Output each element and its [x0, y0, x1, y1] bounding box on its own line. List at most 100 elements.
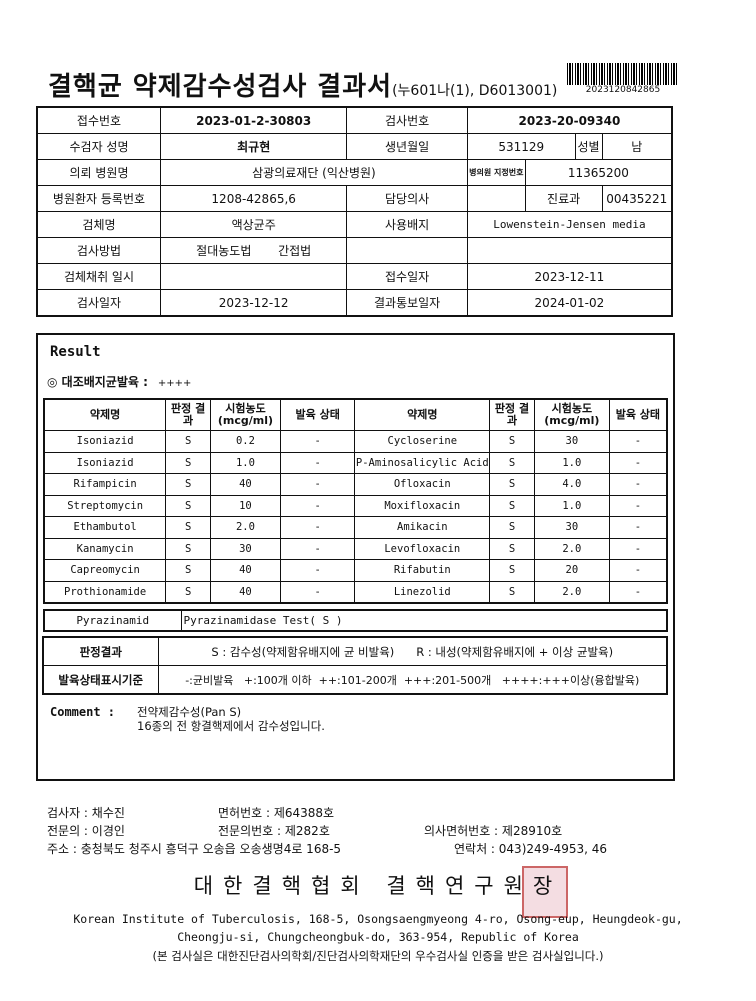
growth-status: - [608, 430, 668, 453]
growth-std-label: 발육상태표시기준 [42, 665, 159, 695]
method-1: 절대농도법 [196, 244, 252, 258]
birth-date: 531129 [466, 133, 576, 160]
patient-info-table: 접수번호 2023-01-2-30803 검사번호 2023-20-09340 수검자… [36, 106, 673, 317]
drug-name: Ofloxacin [354, 473, 491, 496]
judgement: S [489, 580, 535, 604]
pza-value: Pyrazinamidase Test( S ) [180, 609, 668, 632]
drug-name: Cycloserine [354, 430, 491, 453]
judgement: S [489, 494, 535, 517]
received-date: 2023-12-11 [466, 263, 673, 290]
concentration: 0.2 [210, 430, 281, 453]
growth-status: - [608, 494, 668, 517]
column-header: 약제명 [43, 398, 167, 431]
english-address-1: Korean Institute of Tuberculosis, 168-5,… [73, 912, 683, 926]
growth-status: - [279, 473, 356, 496]
drug-name: Isoniazid [43, 451, 167, 474]
label: 결과통보일자 [346, 289, 468, 317]
judgement: S [489, 430, 535, 453]
judge-label: 판정결과 [42, 636, 159, 666]
test-date: 2023-12-12 [159, 289, 348, 317]
concentration: 10 [210, 494, 281, 517]
table-row: Kanamycin S 30- Levofloxacin S 2.0- [43, 537, 668, 560]
drug-name: Prothionamide [43, 580, 167, 604]
patient-number: 1208-42865,6 [159, 185, 348, 212]
growth-status: - [279, 451, 356, 474]
address: 주소 : 충청북도 청주시 흥덕구 오송읍 오송생명4로 168-5 [47, 842, 342, 856]
patient-name: 최규현 [159, 133, 348, 160]
growth-status: - [608, 580, 668, 604]
drug-name: P-Aminosalicylic Acid [354, 451, 491, 474]
empty [346, 237, 468, 264]
judge-criteria: S : 감수성(약제함유배지에 균 비발육) R : 내성(약제함유배지에 + … [157, 636, 668, 666]
barcode-number: 2023120842865 [585, 85, 661, 95]
drug-name: Ethambutol [43, 516, 167, 539]
result-heading: Result [50, 344, 101, 360]
judgement: S [165, 516, 211, 539]
resistant-def: R : 내성(약제함유배지에 + 이상 균발육) [416, 644, 614, 659]
pza-label: Pyrazinamid [43, 609, 182, 632]
judgement: S [165, 430, 211, 453]
concentration: 1.0 [533, 494, 610, 517]
table-row: Isoniazid S 0.2- Cycloserine S 30- [43, 430, 668, 453]
comment: Comment : [50, 705, 115, 719]
test-number: 2023-20-09340 [466, 106, 673, 134]
judgement: S [165, 537, 211, 560]
concentration: 2.0 [210, 516, 281, 539]
judgement: S [165, 559, 211, 582]
pyrazinamide-row: Pyrazinamid Pyrazinamidase Test( S ) [43, 609, 668, 632]
concentration: 2.0 [533, 580, 610, 604]
report-date: 2024-01-02 [466, 289, 673, 317]
form-code: (누601나(1), D6013001) [392, 83, 558, 99]
judgement: S [165, 580, 211, 604]
table-row: Rifampicin S 40- Ofloxacin S 4.0- [43, 473, 668, 496]
growth-status: - [279, 580, 356, 604]
drug-name: Moxifloxacin [354, 494, 491, 517]
judgement: S [165, 473, 211, 496]
label: 수검자 성명 [36, 133, 161, 160]
label: 병의원 지정번호 [466, 159, 526, 186]
judgement: S [165, 494, 211, 517]
label: 접수번호 [36, 106, 161, 134]
judgement: S [489, 516, 535, 539]
tester-license: 면허번호 : 제64388호 [218, 806, 335, 820]
drug-name: Linezolid [354, 580, 491, 604]
label: 담당의사 [346, 185, 468, 212]
drug-name: Levofloxacin [354, 537, 491, 560]
drug-susceptibility-table: 약제명 판정 결과 시험농도 (mcg/ml) 발육 상태 약제명 판정 결과 시험농도 (… [43, 398, 668, 604]
comment-line: 전약제감수성(Pan S) [137, 705, 242, 719]
drug-name: Rifabutin [354, 559, 491, 582]
judgement: S [489, 559, 535, 582]
doctor [466, 185, 526, 212]
empty [466, 237, 673, 264]
growth-status: - [608, 516, 668, 539]
organization-name: 대한결핵협회 결핵연구원장 [193, 874, 563, 898]
table-row: Isoniazid S 1.0- P-Aminosalicylic Acid S 1.0- [43, 451, 668, 474]
barcode [567, 63, 679, 85]
concentration: 4.0 [533, 473, 610, 496]
control-growth-value: ++++ [157, 378, 192, 389]
growth-status: - [608, 473, 668, 496]
department: 00435221 [601, 185, 673, 212]
label: 검체채취 일시 [36, 263, 161, 290]
concentration: 40 [210, 559, 281, 582]
table-row: Capreomycin S 40- Rifabutin S 20- [43, 559, 668, 582]
label: 의뢰 병원명 [36, 159, 161, 186]
hospital-code: 11365200 [524, 159, 673, 186]
label: 검체명 [36, 211, 161, 238]
label: 사용배지 [346, 211, 468, 238]
judgement: S [489, 537, 535, 560]
column-header: 약제명 [354, 398, 491, 431]
contact: 연락처 : 043)249-4953, 46 [454, 842, 608, 856]
method-2: 간접법 [278, 244, 312, 258]
concentration: 40 [210, 473, 281, 496]
document-title: 결핵균 약제감수성검사 결과서(누601나(1), D6013001) [48, 66, 557, 103]
table-row: Prothionamide S 40- Linezolid S 2.0- [43, 580, 668, 604]
judgement: S [165, 451, 211, 474]
growth-status: - [608, 451, 668, 474]
label: 검사일자 [36, 289, 161, 317]
judgement: S [489, 451, 535, 474]
collection-date [159, 263, 348, 290]
reception-number: 2023-01-2-30803 [159, 106, 348, 134]
medium: Lowenstein-Jensen media [466, 211, 673, 238]
drug-name: Rifampicin [43, 473, 167, 496]
